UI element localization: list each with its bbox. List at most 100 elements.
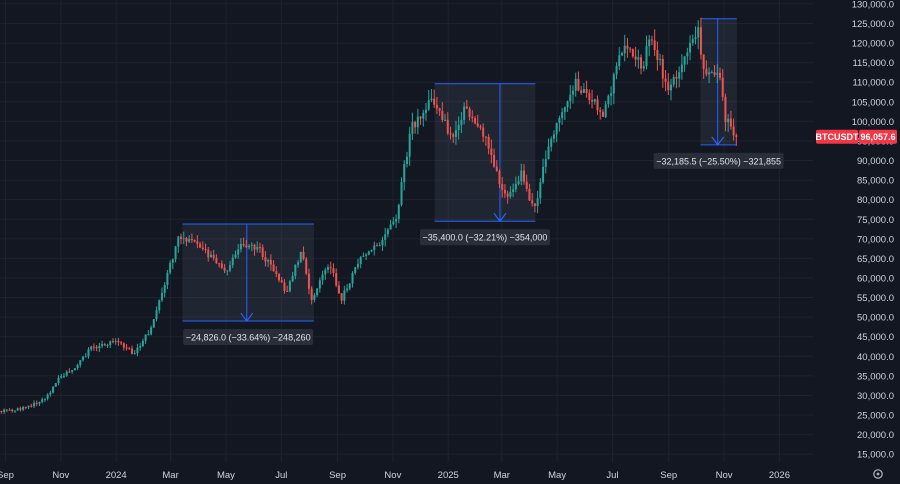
candle-up [324, 267, 327, 280]
candle-down [585, 80, 588, 98]
candle-body [607, 95, 610, 105]
candle-body [177, 236, 180, 247]
gear-icon[interactable] [873, 469, 883, 479]
candle-down [220, 260, 223, 270]
candle-down [577, 71, 580, 92]
candle-up [160, 287, 163, 303]
axis-settings[interactable] [873, 469, 883, 479]
candle-up [582, 83, 585, 94]
candle-body [694, 37, 697, 40]
candle-down [661, 54, 664, 88]
measurement-layer[interactable]: −24,826.0 (−33.64%) −248,260 −35,400.0 (−… [182, 18, 784, 346]
candle-up [708, 67, 711, 84]
candle-up [226, 270, 229, 276]
candle-body [109, 341, 112, 346]
candle-down [204, 243, 207, 254]
candle-down [335, 268, 338, 288]
price-tick-label: 105,000.0 [852, 97, 894, 108]
candle-up [367, 250, 370, 256]
candle-up [174, 245, 177, 263]
candle-down [337, 281, 340, 294]
candle-body [163, 284, 166, 293]
candle-body [0, 411, 3, 413]
candle-body [152, 319, 155, 328]
candle-up [237, 243, 240, 259]
candle-up [65, 370, 68, 377]
candle-up [648, 35, 651, 57]
candle-body [642, 66, 645, 69]
candle-body [525, 181, 528, 189]
candle-body [582, 89, 585, 93]
candle-down [626, 37, 629, 58]
candle-body [463, 106, 466, 120]
time-tick-label: Mar [494, 470, 510, 481]
candle-down [732, 118, 735, 141]
candle-up [38, 401, 41, 407]
candle-body [601, 111, 604, 117]
candle-up [359, 256, 362, 269]
candle-down [718, 67, 721, 81]
price-tick-label: 55,000.0 [857, 293, 894, 304]
candle-body [79, 360, 82, 365]
candle-up [566, 100, 569, 113]
candle-up [169, 260, 172, 275]
candle-up [101, 340, 104, 349]
candle-body [82, 356, 85, 361]
candle-down [35, 400, 38, 407]
candle-body [286, 290, 289, 292]
price-axis[interactable]: 15,000.0 20,000.0 25,000.0 30,000.0 35,000.0… [813, 0, 900, 484]
candle-body [547, 146, 550, 160]
measure-label-bg [183, 329, 314, 346]
candle-body [495, 166, 498, 172]
candle-up [574, 72, 577, 97]
candle-down [664, 70, 667, 92]
candle-up [239, 238, 242, 253]
candle-body [150, 327, 153, 335]
candle-up [62, 372, 65, 379]
candle-body [294, 264, 297, 276]
candle-body [610, 93, 613, 96]
last-price-badge-bg [859, 129, 897, 144]
candle-down [596, 95, 599, 115]
time-tick-label: Mar [162, 470, 178, 481]
candle-body [114, 340, 117, 342]
candle-body [278, 273, 281, 281]
candle-down [19, 406, 22, 412]
candle-up [460, 112, 463, 134]
time-axis[interactable]: Sep Nov 2024 Mar May Jul Sep Nov 2025 Mar May Jul Se… [0, 470, 790, 481]
candle-body [299, 251, 302, 263]
candle-body [411, 121, 414, 134]
candle-down [117, 337, 120, 346]
price-tick-label: 60,000.0 [857, 273, 894, 284]
candle-down [629, 46, 632, 53]
candle-up [727, 114, 730, 132]
candle-down [269, 254, 272, 271]
candle-up [76, 363, 79, 371]
candle-body [327, 267, 330, 270]
candle-body [555, 122, 558, 135]
candle-body [98, 346, 101, 349]
candle-up [555, 122, 558, 143]
candle-down [506, 190, 509, 204]
candle-down [376, 242, 379, 247]
candle-body [242, 243, 245, 246]
time-tick-label: 2026 [769, 470, 790, 481]
symbol-badge-bg [816, 129, 858, 144]
candle-body [732, 126, 735, 136]
candle-body [144, 334, 147, 341]
candles-layer [0, 17, 738, 414]
candle-up [182, 231, 185, 245]
measure-label-bg [653, 152, 784, 169]
candle-body [27, 405, 30, 408]
candle-down [735, 133, 738, 146]
candle-body [256, 246, 259, 250]
candle-body [512, 189, 515, 192]
candle-up [384, 227, 387, 247]
price-tick-label: 115,000.0 [852, 58, 894, 69]
candle-down [435, 96, 438, 114]
candle-up [569, 84, 572, 109]
candle-up [229, 260, 232, 273]
candle-up [114, 338, 117, 345]
